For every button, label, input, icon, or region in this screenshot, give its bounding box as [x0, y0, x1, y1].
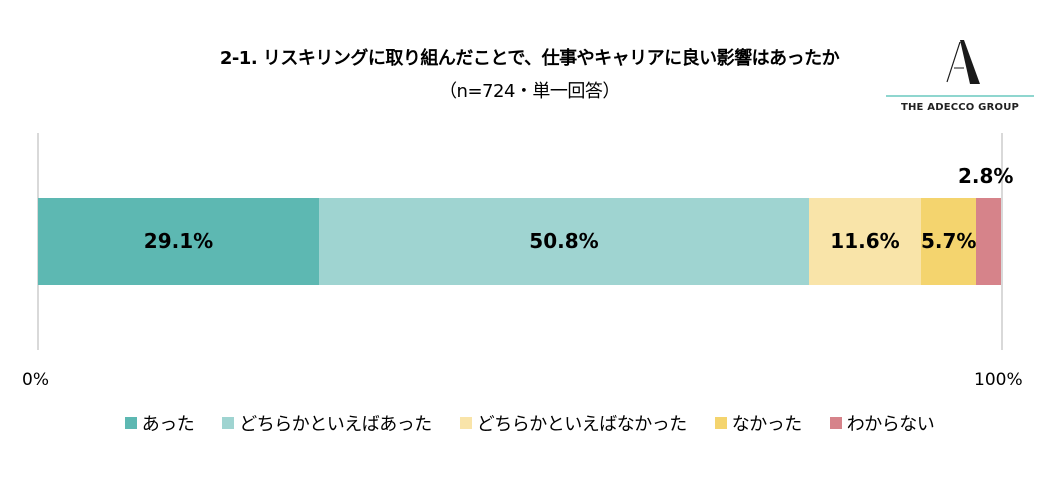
legend-item-atta: あった — [124, 410, 195, 436]
logo-text: THE ADECCO GROUP — [900, 102, 1020, 113]
bar-segment-atta: 29.1% — [38, 198, 319, 285]
bar-segment-dochiraka-nakatta: 11.6% — [809, 198, 921, 285]
bar-segment-dochiraka-atta: 50.8% — [319, 198, 809, 285]
legend: あった どちらかといえばあった どちらかといえばなかった なかった わからない — [0, 410, 1059, 436]
axis-tick-min: 0% — [22, 370, 49, 390]
legend-swatch — [459, 417, 472, 429]
legend-label: どちらかといえばなかった — [476, 414, 688, 435]
chart-title: 2-1. リスキリングに取り組んだことで、仕事やキャリアに良い影響はあったか — [219, 48, 840, 69]
segment-label: 5.7% — [921, 229, 977, 253]
segment-label: 11.6% — [830, 229, 900, 253]
bar-segment-wakaranai — [976, 198, 1001, 285]
adecco-a-icon — [946, 40, 980, 84]
legend-swatch — [222, 417, 235, 429]
legend-swatch — [124, 417, 137, 429]
logo-divider — [886, 95, 1034, 97]
segment-label: 50.8% — [529, 229, 599, 253]
legend-label: あった — [141, 414, 195, 435]
axis-tick-max: 100% — [974, 370, 1023, 390]
segment-label: 29.1% — [143, 229, 214, 253]
chart-subtitle: （n=724・単一回答） — [439, 81, 620, 102]
segment-label-outside: 2.8% — [958, 164, 1014, 188]
legend-item-dochiraka-nakatta: どちらかといえばなかった — [459, 410, 688, 436]
legend-label: なかった — [731, 414, 803, 435]
legend-swatch — [829, 417, 842, 429]
bar-segment-nakatta: 5.7% — [921, 198, 976, 285]
legend-item-dochiraka-atta: どちらかといえばあった — [222, 410, 432, 436]
legend-label: どちらかといえばあった — [239, 414, 432, 435]
stacked-bar: 29.1% 50.8% 11.6% 5.7% — [38, 198, 1001, 285]
axis-line-right — [1001, 133, 1003, 350]
legend-item-nakatta: なかった — [714, 410, 803, 436]
legend-swatch — [714, 417, 727, 429]
legend-label: わからない — [846, 414, 935, 435]
legend-item-wakaranai: わからない — [829, 410, 935, 436]
adecco-logo: THE ADECCO GROUP — [886, 40, 1034, 120]
